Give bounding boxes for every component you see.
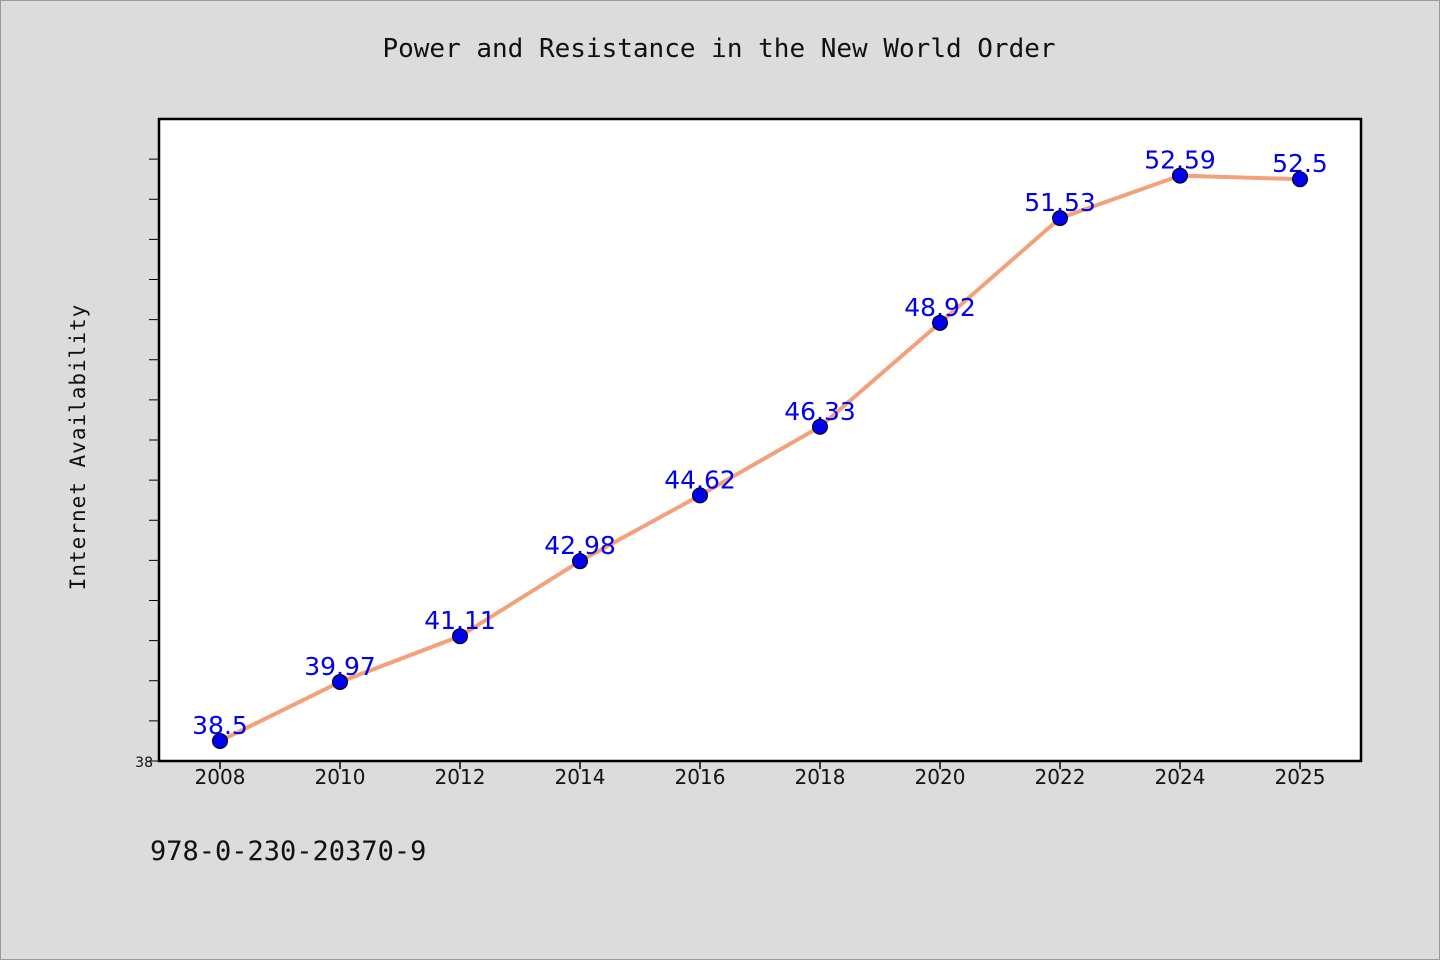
x-tick-label: 2020 — [915, 765, 966, 789]
data-point — [572, 553, 588, 570]
data-point — [452, 628, 468, 645]
x-tick-label: 2018 — [795, 765, 846, 789]
plot-area — [157, 117, 1363, 763]
data-point — [212, 732, 228, 749]
x-tick-label: 2014 — [555, 765, 606, 789]
data-point — [332, 673, 348, 690]
x-tick-label: 2012 — [435, 765, 486, 789]
x-tick-label: 2008 — [195, 765, 246, 789]
x-tick-label: 2010 — [315, 765, 366, 789]
y-tick-label: 38 — [135, 755, 153, 771]
footer-code: 978-0-230-20370-9 — [150, 836, 427, 867]
data-point — [812, 418, 828, 435]
series-line — [218, 173, 1302, 743]
data-point — [1172, 167, 1188, 184]
data-point — [692, 487, 708, 504]
data-point — [932, 314, 948, 331]
x-tick-label: 2016 — [675, 765, 726, 789]
x-tick-label: 2025 — [1275, 765, 1326, 789]
data-point — [1052, 210, 1068, 227]
x-tick-label: 2024 — [1155, 765, 1206, 789]
data-point — [1292, 171, 1308, 188]
chart-title: Power and Resistance in the New World Or… — [382, 34, 1056, 64]
x-tick-label: 2022 — [1035, 765, 1086, 789]
